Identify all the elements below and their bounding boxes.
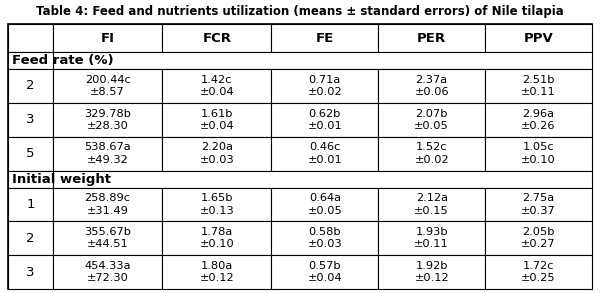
Text: 355.67b
±44.51: 355.67b ±44.51 bbox=[84, 227, 131, 249]
Bar bbox=[378, 255, 485, 289]
Text: 1.93b
±0.11: 1.93b ±0.11 bbox=[415, 227, 449, 249]
Text: 1.72c
±0.25: 1.72c ±0.25 bbox=[521, 261, 556, 283]
Bar bbox=[378, 69, 485, 103]
Text: 2.37a
±0.06: 2.37a ±0.06 bbox=[415, 75, 449, 97]
Text: 454.33a
±72.30: 454.33a ±72.30 bbox=[85, 261, 131, 283]
Text: FCR: FCR bbox=[202, 32, 231, 45]
Bar bbox=[8, 188, 53, 221]
Bar bbox=[485, 255, 592, 289]
Bar bbox=[271, 188, 378, 221]
Bar bbox=[485, 137, 592, 171]
Bar bbox=[162, 24, 271, 52]
Text: 1.05c
±0.10: 1.05c ±0.10 bbox=[521, 142, 556, 165]
Text: 1.42c
±0.04: 1.42c ±0.04 bbox=[199, 75, 234, 97]
Text: 1.52c
±0.02: 1.52c ±0.02 bbox=[415, 142, 449, 165]
Bar bbox=[271, 255, 378, 289]
Bar bbox=[162, 69, 271, 103]
Text: Feed rate (%): Feed rate (%) bbox=[12, 54, 113, 67]
Bar bbox=[485, 221, 592, 255]
Bar bbox=[53, 221, 162, 255]
Bar bbox=[162, 188, 271, 221]
Bar bbox=[8, 255, 53, 289]
Bar bbox=[53, 255, 162, 289]
Text: 2.12a
±0.15: 2.12a ±0.15 bbox=[415, 193, 449, 216]
Text: 2.05b
±0.27: 2.05b ±0.27 bbox=[521, 227, 556, 249]
Text: 1.61b
±0.04: 1.61b ±0.04 bbox=[199, 108, 234, 131]
Text: 538.67a
±49.32: 538.67a ±49.32 bbox=[84, 142, 131, 165]
Bar bbox=[53, 24, 162, 52]
Text: 2.96a
±0.26: 2.96a ±0.26 bbox=[521, 108, 556, 131]
Bar bbox=[8, 221, 53, 255]
Text: 0.64a
±0.05: 0.64a ±0.05 bbox=[307, 193, 342, 216]
Bar bbox=[53, 188, 162, 221]
Text: 1.78a
±0.10: 1.78a ±0.10 bbox=[199, 227, 234, 249]
Bar bbox=[53, 137, 162, 171]
Bar bbox=[378, 103, 485, 137]
Bar bbox=[8, 24, 53, 52]
Text: 0.62b
±0.01: 0.62b ±0.01 bbox=[307, 108, 342, 131]
Bar bbox=[8, 171, 592, 188]
Text: 2: 2 bbox=[26, 232, 35, 245]
Bar bbox=[8, 69, 53, 103]
Text: 2.75a
±0.37: 2.75a ±0.37 bbox=[521, 193, 556, 216]
Bar bbox=[8, 137, 53, 171]
Bar bbox=[162, 221, 271, 255]
Bar bbox=[378, 188, 485, 221]
Bar bbox=[162, 137, 271, 171]
Text: 258.89c
±31.49: 258.89c ±31.49 bbox=[85, 193, 131, 216]
Bar bbox=[485, 24, 592, 52]
Bar bbox=[271, 221, 378, 255]
Text: Initial weight: Initial weight bbox=[12, 173, 111, 185]
Bar bbox=[53, 69, 162, 103]
Bar bbox=[271, 69, 378, 103]
Text: 2.51b
±0.11: 2.51b ±0.11 bbox=[521, 75, 556, 97]
Text: 1.92b
±0.12: 1.92b ±0.12 bbox=[415, 261, 449, 283]
Bar bbox=[378, 221, 485, 255]
Bar bbox=[485, 69, 592, 103]
Bar bbox=[378, 137, 485, 171]
Text: FE: FE bbox=[316, 32, 334, 45]
Text: 200.44c
±8.57: 200.44c ±8.57 bbox=[85, 75, 130, 97]
Bar bbox=[271, 24, 378, 52]
Text: Table 4: Feed and nutrients utilization (means ± standard errors) of Nile tilapi: Table 4: Feed and nutrients utilization … bbox=[36, 6, 564, 18]
Text: 5: 5 bbox=[26, 147, 35, 160]
Bar bbox=[162, 255, 271, 289]
Text: 1.65b
±0.13: 1.65b ±0.13 bbox=[199, 193, 234, 216]
Text: PER: PER bbox=[417, 32, 446, 45]
Text: FI: FI bbox=[101, 32, 115, 45]
Bar bbox=[8, 52, 592, 69]
Bar bbox=[271, 103, 378, 137]
Text: 3: 3 bbox=[26, 113, 35, 126]
Text: 0.46c
±0.01: 0.46c ±0.01 bbox=[307, 142, 342, 165]
Text: 2: 2 bbox=[26, 79, 35, 92]
Text: 2.07b
±0.05: 2.07b ±0.05 bbox=[415, 108, 449, 131]
Bar bbox=[485, 103, 592, 137]
Bar bbox=[53, 103, 162, 137]
Text: 1.80a
±0.12: 1.80a ±0.12 bbox=[199, 261, 234, 283]
Bar bbox=[8, 103, 53, 137]
Text: 2.20a
±0.03: 2.20a ±0.03 bbox=[199, 142, 234, 165]
Bar bbox=[162, 103, 271, 137]
Text: 0.58b
±0.03: 0.58b ±0.03 bbox=[307, 227, 342, 249]
Text: 0.71a
±0.02: 0.71a ±0.02 bbox=[308, 75, 342, 97]
Text: PPV: PPV bbox=[524, 32, 553, 45]
Text: 3: 3 bbox=[26, 265, 35, 279]
Text: 1: 1 bbox=[26, 198, 35, 211]
Bar bbox=[271, 137, 378, 171]
Bar bbox=[378, 24, 485, 52]
Bar bbox=[485, 188, 592, 221]
Text: 329.78b
±28.30: 329.78b ±28.30 bbox=[84, 108, 131, 131]
Text: 0.57b
±0.04: 0.57b ±0.04 bbox=[308, 261, 342, 283]
